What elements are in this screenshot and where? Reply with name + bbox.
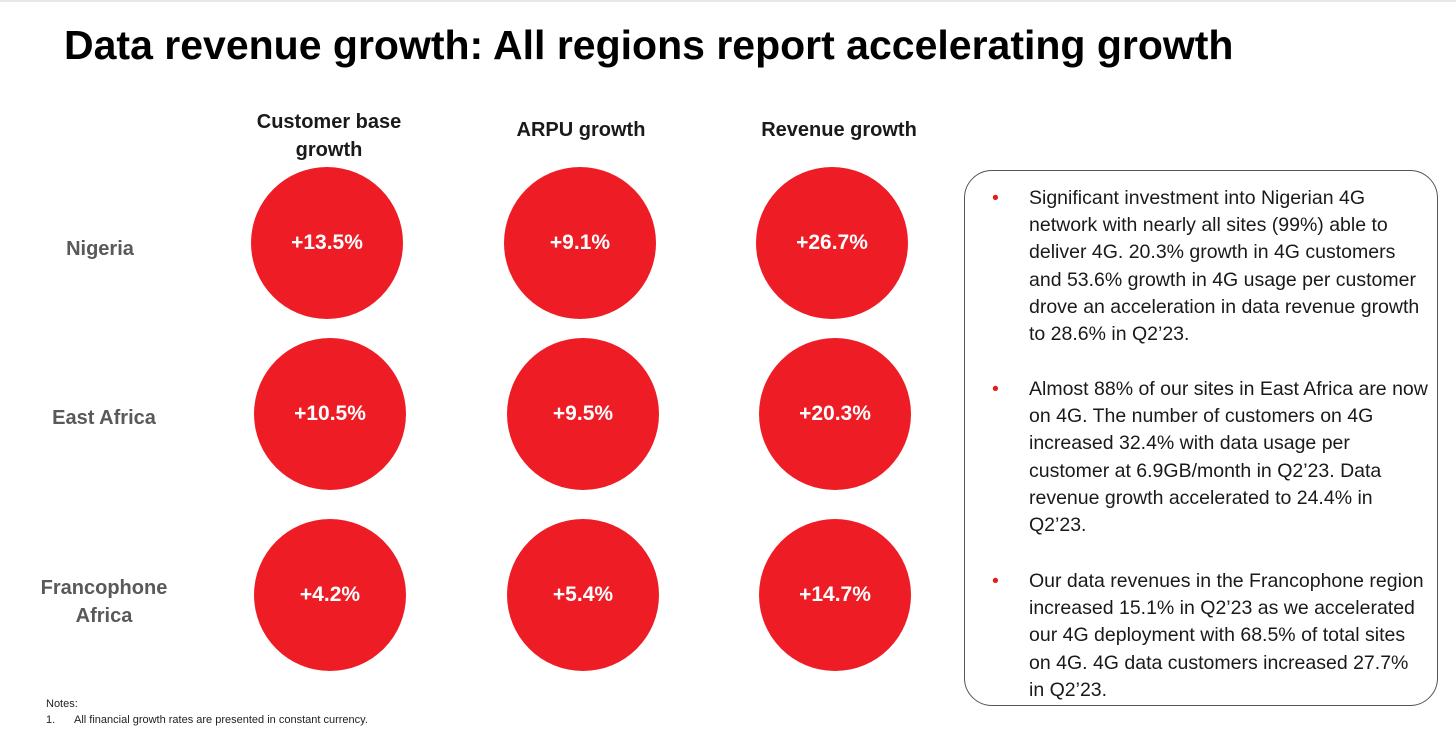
note-number: 1. — [46, 714, 56, 726]
bullet-marker: • — [992, 570, 999, 592]
metric-circle-francophone-customer-base: +4.2% — [254, 519, 406, 671]
note-item: 1. All financial growth rates are present… — [46, 712, 368, 728]
bullet-text: Our data revenues in the Francophone reg… — [1029, 570, 1424, 701]
column-header-arpu: ARPU growth — [516, 119, 646, 141]
column-header-revenue: Revenue growth — [761, 119, 917, 141]
metric-circle-east-africa-arpu: +9.5% — [507, 338, 659, 490]
bullet-marker: • — [992, 187, 999, 209]
metric-circle-nigeria-revenue: +26.7% — [756, 167, 908, 319]
column-header-customer-base: Customer base growth — [256, 111, 402, 161]
bullet-marker: • — [992, 378, 999, 400]
metric-circle-east-africa-revenue: +20.3% — [759, 338, 911, 490]
page-title: Data revenue growth: All regions report … — [64, 22, 1234, 68]
metric-circle-francophone-arpu: +5.4% — [507, 519, 659, 671]
bullet-text: Significant investment into Nigerian 4G … — [1029, 187, 1420, 346]
row-label-francophone-africa: Francophone Africa — [40, 577, 168, 627]
metric-circle-francophone-revenue: +14.7% — [759, 519, 911, 671]
metric-circle-nigeria-customer-base: +13.5% — [251, 167, 403, 319]
bullet-text: Almost 88% of our sites in East Africa a… — [1029, 378, 1428, 537]
bullet-nigeria: • Significant investment into Nigerian 4… — [988, 185, 1428, 348]
metric-circle-nigeria-arpu: +9.1% — [504, 167, 656, 319]
bullet-east-africa: • Almost 88% of our sites in East Africa… — [988, 376, 1428, 539]
bullet-francophone: • Our data revenues in the Francophone r… — [988, 568, 1428, 704]
notes-heading: Notes: — [46, 698, 78, 710]
metric-circle-east-africa-customer-base: +10.5% — [254, 338, 406, 490]
commentary-panel — [964, 170, 1438, 706]
row-label-east-africa: East Africa — [52, 407, 156, 429]
top-divider — [0, 0, 1456, 2]
footnotes: Notes: 1. All financial growth rates are … — [46, 696, 368, 728]
row-label-nigeria: Nigeria — [66, 238, 134, 260]
note-text: All financial growth rates are presented… — [74, 714, 368, 726]
